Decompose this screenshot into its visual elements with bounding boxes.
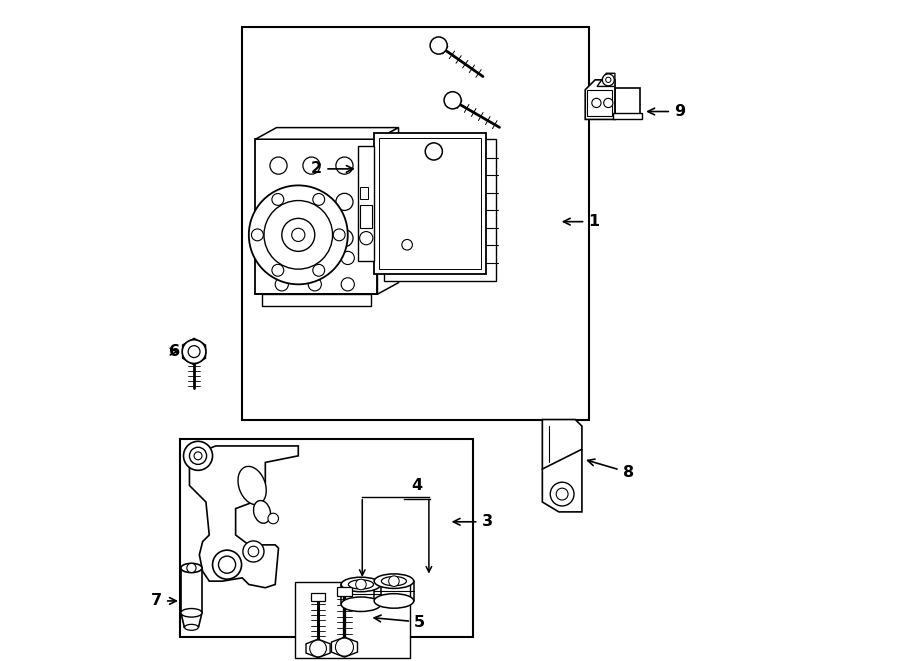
Circle shape (341, 278, 355, 291)
Circle shape (275, 251, 288, 264)
Circle shape (264, 200, 333, 269)
Circle shape (308, 251, 321, 264)
Circle shape (430, 37, 447, 54)
Ellipse shape (382, 576, 407, 586)
Circle shape (360, 231, 373, 245)
Polygon shape (262, 294, 371, 306)
Polygon shape (374, 133, 486, 274)
Polygon shape (585, 80, 615, 120)
Circle shape (272, 264, 284, 276)
Circle shape (592, 98, 601, 108)
Circle shape (248, 185, 347, 284)
Circle shape (272, 194, 284, 206)
Circle shape (270, 157, 287, 174)
Circle shape (606, 77, 611, 83)
Ellipse shape (374, 594, 414, 608)
Ellipse shape (181, 563, 202, 572)
Circle shape (212, 550, 241, 579)
Polygon shape (543, 420, 582, 469)
Circle shape (604, 98, 613, 108)
Circle shape (219, 556, 236, 573)
Text: 2: 2 (311, 161, 353, 176)
Text: 6: 6 (169, 344, 181, 359)
Circle shape (251, 229, 264, 241)
Polygon shape (190, 446, 298, 588)
Circle shape (389, 576, 400, 586)
Circle shape (303, 193, 320, 210)
Polygon shape (543, 449, 582, 512)
Circle shape (556, 488, 568, 500)
Circle shape (270, 229, 287, 247)
Circle shape (194, 452, 202, 460)
Circle shape (275, 278, 288, 291)
Bar (311, 593, 325, 602)
Circle shape (444, 92, 461, 109)
Bar (613, 113, 642, 120)
Circle shape (336, 229, 353, 247)
Circle shape (336, 157, 353, 174)
Circle shape (313, 194, 325, 206)
Ellipse shape (238, 467, 266, 504)
Circle shape (336, 193, 353, 210)
Polygon shape (256, 139, 377, 294)
Ellipse shape (184, 625, 198, 631)
Ellipse shape (374, 574, 414, 588)
Text: 8: 8 (588, 459, 634, 480)
Bar (242, 27, 589, 420)
Text: 4: 4 (411, 478, 423, 493)
Circle shape (550, 483, 574, 506)
Ellipse shape (181, 609, 202, 617)
Circle shape (310, 640, 327, 657)
Circle shape (425, 143, 443, 160)
Circle shape (401, 239, 412, 250)
Circle shape (188, 346, 200, 358)
Circle shape (243, 541, 264, 562)
Text: 1: 1 (563, 214, 599, 229)
Bar (380, 138, 481, 269)
Polygon shape (256, 128, 399, 139)
Circle shape (248, 546, 258, 557)
Circle shape (190, 447, 207, 465)
Circle shape (187, 563, 196, 572)
Circle shape (313, 264, 325, 276)
Polygon shape (377, 128, 399, 294)
Circle shape (303, 157, 320, 174)
Circle shape (336, 638, 354, 656)
Bar (587, 90, 612, 116)
Polygon shape (331, 637, 357, 657)
Circle shape (602, 74, 614, 86)
Bar (360, 186, 367, 198)
Circle shape (182, 340, 206, 364)
Circle shape (308, 278, 321, 291)
Circle shape (303, 229, 320, 247)
Polygon shape (183, 338, 205, 365)
Ellipse shape (341, 577, 381, 592)
Circle shape (292, 228, 305, 241)
Bar (180, 440, 473, 637)
Circle shape (356, 579, 366, 590)
Bar (337, 587, 352, 596)
Bar (295, 582, 410, 658)
Text: 3: 3 (454, 514, 492, 529)
Circle shape (184, 442, 212, 471)
Ellipse shape (341, 597, 381, 611)
Polygon shape (306, 639, 330, 658)
Bar (615, 88, 640, 120)
Circle shape (333, 229, 345, 241)
Text: 5: 5 (374, 615, 425, 629)
Ellipse shape (254, 500, 271, 524)
Polygon shape (357, 146, 374, 261)
Circle shape (268, 513, 278, 524)
Polygon shape (597, 73, 615, 87)
Circle shape (282, 218, 315, 251)
Bar (360, 205, 372, 228)
Text: 7: 7 (151, 594, 176, 608)
Circle shape (270, 193, 287, 210)
Circle shape (341, 251, 355, 264)
Text: 9: 9 (648, 104, 685, 119)
Ellipse shape (348, 580, 374, 589)
Polygon shape (384, 139, 496, 281)
